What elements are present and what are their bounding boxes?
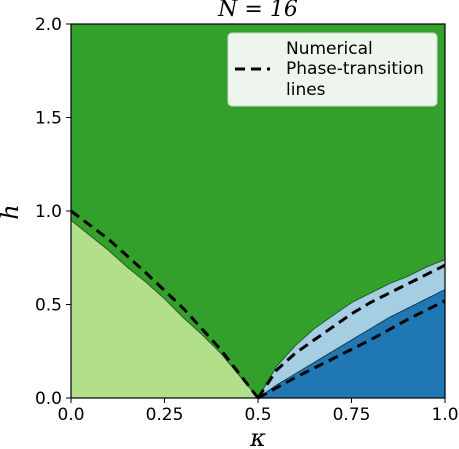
- legend-entry-lines: lines: [286, 80, 326, 100]
- x-tick-label: 0.5: [244, 405, 271, 425]
- x-tick-label: 0.25: [146, 405, 184, 425]
- y-tick-label: 0.5: [35, 296, 62, 316]
- y-tick-label: 0.0: [35, 389, 62, 409]
- y-axis-ticks: 0.0 0.5 1.0 1.5 2.0: [35, 15, 71, 409]
- legend-entry-phase-transition: Phase-transition: [286, 59, 424, 79]
- transition-line-2: [256, 263, 446, 399]
- legend: Numerical Phase-transition lines: [227, 32, 438, 107]
- x-tick-label: 0.75: [333, 405, 371, 425]
- left-ordered-region: [70, 219, 259, 399]
- x-axis-label: κ: [249, 424, 266, 449]
- y-tick-label: 1.5: [35, 109, 62, 129]
- legend-entry-numerical: Numerical: [286, 39, 373, 59]
- x-axis-ticks: 0.0 0.25 0.5 0.75 1.0: [57, 398, 459, 425]
- y-tick-label: 1.0: [35, 202, 62, 222]
- x-tick-label: 1.0: [431, 405, 458, 425]
- x-tick-label: 0.0: [57, 405, 84, 425]
- transition-line-1: [70, 209, 260, 399]
- legend-box: [227, 32, 438, 107]
- y-axis-label: h: [0, 204, 24, 219]
- y-tick-label: 2.0: [35, 15, 62, 35]
- transition-lines: [70, 209, 446, 400]
- transition-line-3: [257, 299, 446, 400]
- chart-title: N = 16: [217, 0, 298, 22]
